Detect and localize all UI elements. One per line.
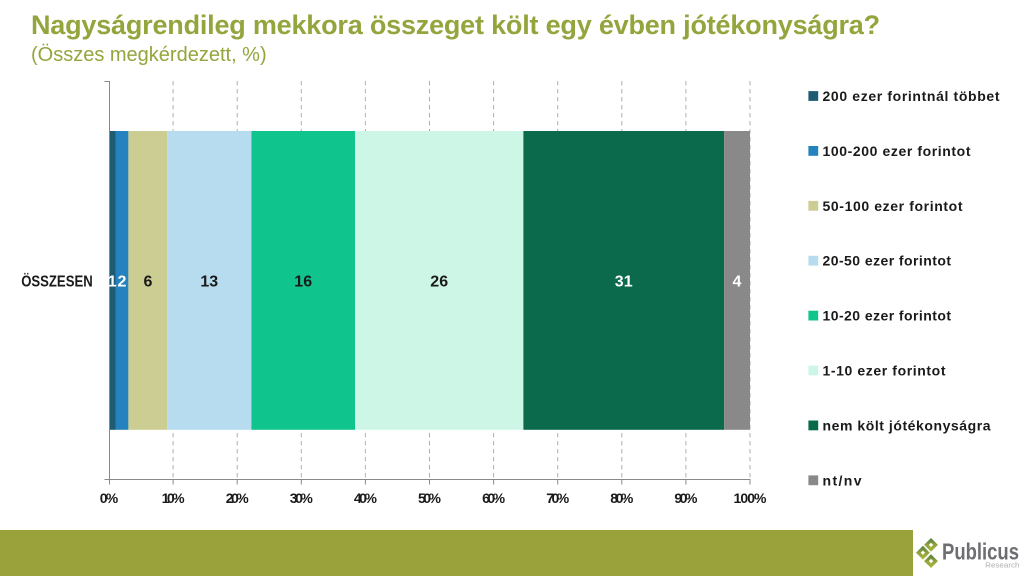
svg-text:70%: 70% [546,490,570,506]
svg-text:13: 13 [200,274,218,291]
svg-text:Publicus: Publicus [942,539,1019,565]
svg-text:6: 6 [143,274,152,291]
svg-text:20-50 ezer forintot: 20-50 ezer forintot [823,253,952,269]
svg-text:16: 16 [294,274,312,291]
svg-text:1: 1 [108,274,117,291]
svg-text:50%: 50% [418,490,442,506]
svg-text:90%: 90% [674,490,698,506]
svg-text:80%: 80% [610,490,634,506]
svg-text:60%: 60% [482,490,506,506]
svg-text:26: 26 [430,274,448,291]
svg-text:200 ezer forintnál többet: 200 ezer forintnál többet [823,88,1000,104]
svg-text:30%: 30% [290,490,314,506]
svg-text:100-200 ezer forintot: 100-200 ezer forintot [823,143,971,159]
svg-text:ÖSSZESEN: ÖSSZESEN [21,271,93,290]
svg-text:2: 2 [118,274,127,291]
svg-text:1-10 ezer forintot: 1-10 ezer forintot [823,363,946,379]
svg-text:31: 31 [615,274,633,291]
svg-text:50-100 ezer forintot: 50-100 ezer forintot [823,198,963,214]
svg-text:4: 4 [733,274,742,291]
svg-text:Research: Research [985,561,1019,570]
svg-text:0%: 0% [100,490,119,506]
svg-text:10-20 ezer forintot: 10-20 ezer forintot [823,308,952,324]
svg-text:nem költ jótékonyságra: nem költ jótékonyságra [823,417,991,433]
svg-text:10%: 10% [162,490,186,506]
svg-text:20%: 20% [226,490,250,506]
svg-text:40%: 40% [354,490,378,506]
svg-text:nt/nv: nt/nv [823,472,862,488]
svg-text:100%: 100% [734,490,768,506]
